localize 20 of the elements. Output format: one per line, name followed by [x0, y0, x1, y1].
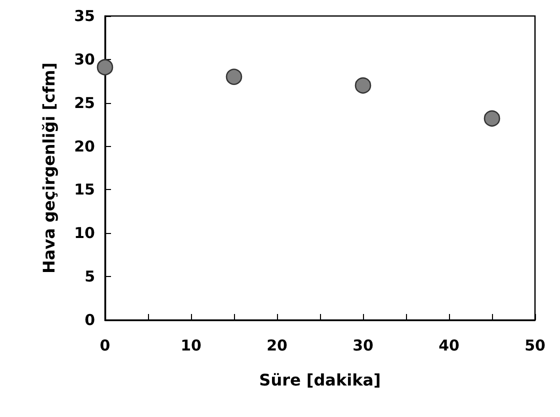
x-axis-title: Süre [dakika]	[259, 370, 381, 390]
x-tick-label: 20	[266, 336, 288, 354]
y-axis-title: Hava geçirgenliği [cfm]	[40, 62, 58, 274]
y-tick-label: 25	[74, 94, 95, 112]
x-tick-label: 0	[100, 336, 110, 354]
y-tick-label: 35	[74, 7, 95, 25]
point	[96, 59, 114, 76]
y-tick-label: 20	[74, 137, 95, 156]
y-tick-label: 0	[84, 311, 95, 329]
x-tick-label: 40	[438, 336, 460, 354]
point	[354, 77, 372, 94]
y-tick-label: 15	[74, 180, 95, 199]
y-tick-label: 10	[74, 224, 95, 242]
point	[226, 68, 242, 85]
point	[484, 110, 500, 127]
x-tick-label: 30	[352, 336, 374, 354]
y-tick-label: 5	[84, 268, 95, 286]
y-tick-label: 30	[74, 50, 95, 68]
x-tick-label: 50	[524, 336, 546, 354]
x-tick-label: 10	[180, 336, 202, 354]
